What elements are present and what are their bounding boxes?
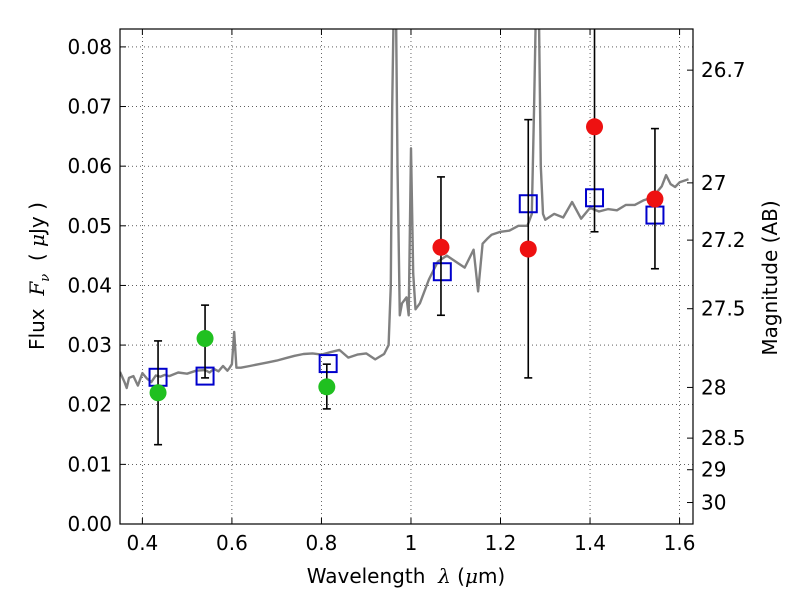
magnitude-tick-label: 30	[701, 491, 726, 515]
magnitude-tick-label: 27	[701, 171, 726, 195]
spectrum-line	[120, 29, 689, 390]
plot-frame	[119, 28, 694, 525]
observed-point	[432, 238, 450, 256]
y-tick-label: 0.03	[67, 333, 112, 357]
x-tick-label: 1.6	[664, 531, 696, 555]
observed-point	[586, 118, 604, 136]
magnitude-tick-label: 26.7	[701, 58, 746, 82]
observed-point	[318, 378, 336, 396]
magnitude-tick-label: 29	[701, 458, 726, 482]
x-axis: 0.4 0.6 0.8 1 1.2 1.4 1.6	[126, 29, 695, 555]
observed-point	[196, 330, 214, 348]
magnitude-axis: 26.7 27 27.2 27.5 28 28.5 29 30	[687, 58, 746, 515]
magnitude-tick-label: 28.5	[701, 426, 746, 450]
model-photometry-marker	[318, 354, 338, 374]
magnitude-tick-label: 27.2	[701, 228, 746, 252]
grid	[120, 29, 693, 525]
magnitude-tick-label: 28	[701, 375, 726, 399]
x-tick-label: 1.4	[574, 531, 606, 555]
x-axis-label: Wavelength λ (μm)	[307, 564, 506, 588]
y-tick-label: 0.01	[67, 452, 112, 476]
observed-point	[519, 240, 537, 258]
magnitude-tick-label: 27.5	[701, 297, 746, 321]
y-tick-label: 0.05	[67, 214, 112, 238]
magnitude-axis-label: Magnitude (AB)	[758, 200, 782, 355]
x-tick-label: 0.8	[306, 531, 338, 555]
y-tick-label: 0.04	[67, 273, 112, 297]
x-tick-label: 0.6	[216, 531, 248, 555]
y-tick-label: 0.08	[67, 35, 112, 59]
observed-point	[149, 384, 167, 402]
x-tick-label: 0.4	[126, 531, 158, 555]
y-tick-label: 0.00	[67, 512, 112, 536]
plot-area	[120, 29, 689, 446]
y-tick-label: 0.06	[67, 154, 112, 178]
x-tick-label: 1.2	[485, 531, 517, 555]
y-axis: 0.00 0.01 0.02 0.03 0.04 0.05 0.06 0.07 0.08	[67, 35, 126, 536]
y-tick-label: 0.07	[67, 95, 112, 119]
y-tick-label: 0.02	[67, 393, 112, 417]
x-tick-label: 1	[405, 531, 418, 555]
model-photometry-marker	[432, 262, 452, 282]
observed-point	[646, 190, 664, 208]
